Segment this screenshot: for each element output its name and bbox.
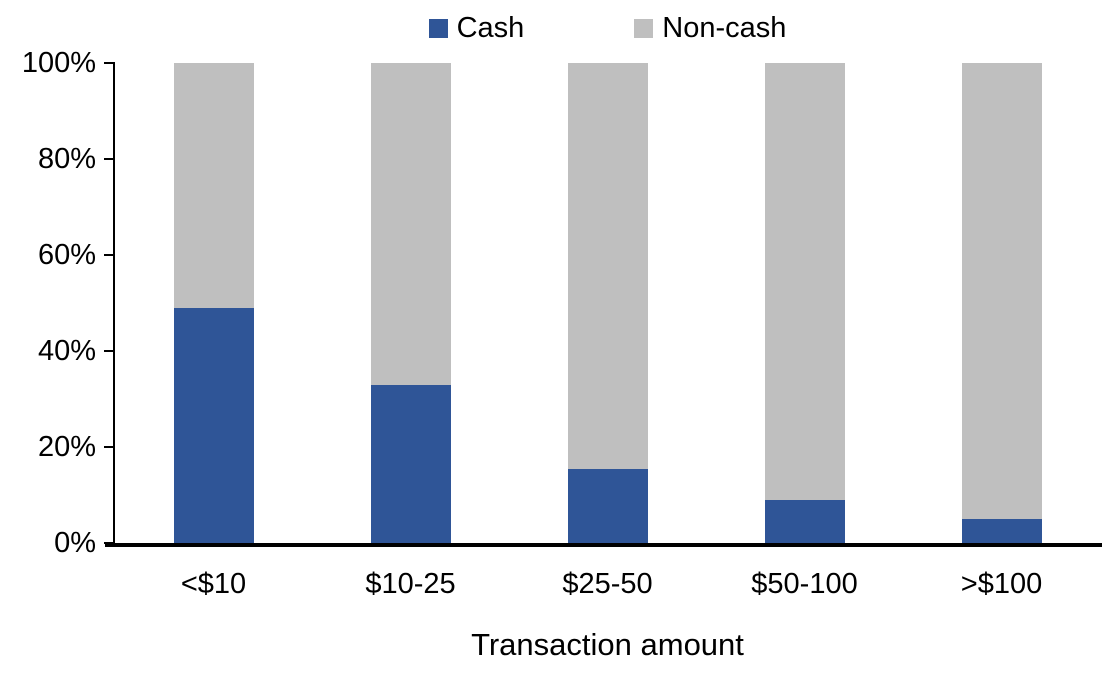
- y-axis-tick-label: 20%: [37, 431, 96, 463]
- y-axis-tick-label: 100%: [21, 47, 96, 79]
- y-axis-tick: [104, 254, 115, 256]
- bar-segment-cash: [173, 307, 254, 543]
- legend-label: Cash: [456, 11, 525, 44]
- bar--10-25: [370, 63, 451, 543]
- x-axis-title: Transaction amount: [471, 627, 744, 662]
- bar-segment-non-cash: [370, 63, 451, 385]
- bar-segment-cash: [961, 519, 1042, 543]
- bar-segment-cash: [370, 384, 451, 543]
- y-axis-tick-label: 0%: [54, 527, 96, 559]
- y-axis-tick-label: 40%: [37, 335, 96, 367]
- y-axis-tick: [104, 542, 115, 544]
- y-axis-tick-label: 80%: [37, 143, 96, 175]
- bar-segment-non-cash: [764, 63, 845, 500]
- bar-segment-non-cash: [961, 63, 1042, 519]
- x-axis-category-label: $10-25: [365, 568, 456, 600]
- bar--100: [961, 63, 1042, 543]
- legend-swatch-icon: [428, 18, 448, 38]
- y-axis-tick: [104, 446, 115, 448]
- legend-swatch-icon: [634, 18, 654, 38]
- y-axis-tick: [104, 350, 115, 352]
- bar-segment-non-cash: [173, 63, 254, 308]
- x-axis-category-label: $50-100: [751, 568, 858, 600]
- x-axis-category-label: <$10: [180, 568, 247, 600]
- bar--50-100: [764, 63, 845, 543]
- y-axis-line: [113, 63, 115, 545]
- bar--10: [173, 63, 254, 543]
- legend-item-non-cash: Non-cash: [634, 11, 787, 44]
- bar-segment-non-cash: [567, 63, 648, 469]
- chart-legend: Cash Non-cash: [115, 10, 1100, 46]
- bar-segment-cash: [764, 499, 845, 543]
- plot-area: [104, 62, 1102, 547]
- y-axis-tick-label: 60%: [37, 239, 96, 271]
- legend-label: Non-cash: [662, 11, 787, 44]
- x-axis-category-label: >$100: [960, 568, 1043, 600]
- x-axis-line: [105, 543, 1102, 547]
- x-axis-category-label: $25-50: [562, 568, 653, 600]
- y-axis-tick: [104, 62, 115, 64]
- bar-segment-cash: [567, 468, 648, 543]
- bar--25-50: [567, 63, 648, 543]
- y-axis-tick: [104, 158, 115, 160]
- legend-item-cash: Cash: [428, 11, 525, 44]
